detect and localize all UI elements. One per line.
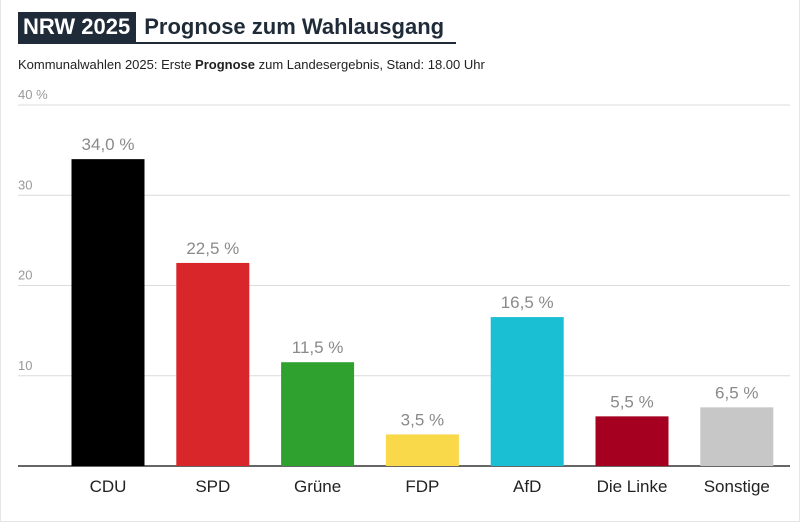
x-tick-label-afd: AfD [513,477,541,496]
x-tick-label-grüne: Grüne [294,477,341,496]
subtitle-text-after: zum Landesergebnis, Stand: 18.00 Uhr [255,57,485,72]
bar-sonstige [700,407,774,466]
chart-subtitle: Kommunalwahlen 2025: Erste Prognose zum … [18,57,485,72]
data-label-grüne: 11,5 % [292,338,344,357]
x-tick-label-die-linke: Die Linke [597,477,668,496]
x-tick-label-sonstige: Sonstige [704,477,770,496]
data-label-afd: 16,5 % [501,293,554,312]
data-label-die-linke: 5,5 % [610,392,653,411]
y-tick-label-10: 10 [18,358,32,373]
subtitle-text-before: Kommunalwahlen 2025: Erste [18,57,196,72]
x-tick-label-spd: SPD [195,477,230,496]
bar-cdu [71,159,145,466]
region-badge: NRW 2025 [18,11,137,43]
bar-grüne [281,362,355,466]
bar-die-linke [595,416,669,466]
data-label-spd: 22,5 % [186,239,239,258]
bar-afd [490,317,564,466]
chart-title: Prognose zum Wahlausgang [144,14,445,39]
x-tick-label-cdu: CDU [90,477,127,496]
chart-header: NRW 2025 Prognose zum Wahlausgang [18,11,457,44]
bar-fdp [385,434,459,466]
data-label-sonstige: 6,5 % [715,383,758,402]
y-tick-label-40: 40 % [18,87,48,102]
subtitle-text-bold: Prognose [195,57,256,72]
x-tick-label-fdp: FDP [405,477,439,496]
data-label-cdu: 34,0 % [82,135,135,154]
data-label-fdp: 3,5 % [401,410,444,429]
y-tick-label-20: 20 [18,268,32,283]
y-tick-label-30: 30 [18,177,32,192]
bar-spd [176,262,250,466]
